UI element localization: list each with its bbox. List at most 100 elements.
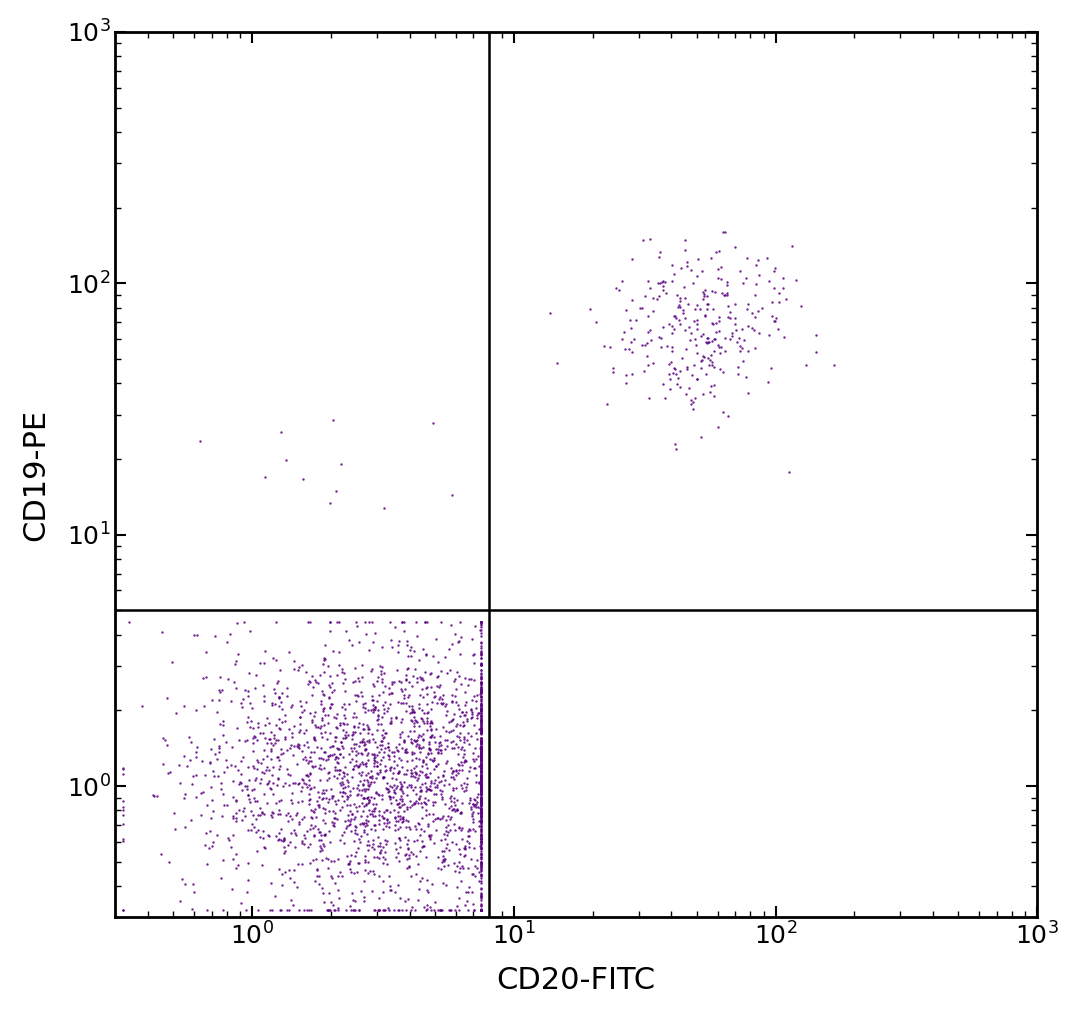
- Point: [696, 348, 713, 365]
- Point: [269, 771, 286, 787]
- Point: [377, 832, 394, 848]
- Point: [397, 741, 415, 757]
- Point: [204, 763, 221, 779]
- Point: [321, 724, 338, 741]
- Point: [260, 762, 278, 778]
- Point: [234, 803, 252, 819]
- Point: [473, 836, 490, 852]
- Point: [294, 771, 311, 787]
- Point: [114, 831, 132, 847]
- Point: [301, 855, 319, 872]
- Point: [365, 902, 382, 918]
- Point: [426, 786, 443, 803]
- Point: [418, 614, 435, 630]
- Point: [426, 902, 443, 918]
- Point: [323, 894, 340, 910]
- Point: [312, 757, 329, 773]
- Point: [387, 620, 404, 636]
- Point: [473, 831, 490, 847]
- Point: [399, 753, 416, 769]
- Point: [387, 813, 404, 829]
- Point: [363, 660, 380, 677]
- Point: [332, 832, 349, 848]
- Point: [248, 792, 266, 809]
- Point: [454, 718, 471, 735]
- Point: [307, 874, 324, 890]
- Point: [602, 339, 619, 356]
- Point: [414, 702, 431, 718]
- Point: [473, 854, 490, 871]
- Point: [346, 705, 363, 721]
- Point: [473, 708, 490, 724]
- Point: [313, 832, 330, 848]
- Point: [289, 737, 307, 753]
- Point: [473, 855, 490, 872]
- Point: [368, 849, 386, 866]
- Point: [295, 809, 312, 825]
- Point: [403, 868, 420, 884]
- Point: [381, 762, 399, 778]
- Point: [454, 704, 471, 720]
- Point: [271, 711, 288, 727]
- Point: [288, 756, 306, 772]
- Point: [473, 698, 490, 714]
- Point: [378, 762, 395, 778]
- Point: [393, 752, 410, 768]
- Point: [332, 864, 349, 880]
- Point: [256, 785, 273, 802]
- Point: [473, 735, 490, 751]
- Point: [347, 818, 364, 834]
- Point: [396, 828, 414, 844]
- Point: [370, 744, 388, 760]
- Point: [270, 760, 287, 776]
- Point: [301, 821, 319, 837]
- Point: [473, 746, 490, 762]
- Point: [299, 755, 316, 771]
- Point: [338, 772, 355, 788]
- Point: [308, 792, 325, 809]
- Point: [391, 832, 408, 848]
- Point: [401, 846, 418, 863]
- Point: [405, 833, 422, 849]
- Point: [473, 716, 490, 733]
- Point: [372, 737, 389, 753]
- Point: [613, 273, 631, 290]
- Point: [733, 321, 751, 337]
- Point: [410, 737, 428, 753]
- Point: [376, 844, 393, 861]
- Point: [338, 798, 355, 814]
- Point: [311, 868, 328, 884]
- Point: [473, 735, 490, 751]
- Point: [473, 739, 490, 755]
- Point: [326, 746, 343, 762]
- Point: [703, 378, 720, 394]
- Point: [114, 902, 132, 918]
- Point: [473, 740, 490, 756]
- Point: [390, 808, 407, 824]
- Point: [435, 850, 453, 867]
- Point: [428, 757, 445, 773]
- Point: [258, 759, 275, 775]
- Point: [662, 354, 679, 370]
- Point: [411, 744, 429, 760]
- Point: [473, 808, 490, 824]
- Point: [361, 735, 378, 751]
- Point: [341, 853, 359, 870]
- Point: [239, 884, 256, 900]
- Point: [377, 802, 394, 818]
- Point: [187, 767, 204, 783]
- Point: [175, 698, 192, 714]
- Point: [457, 704, 474, 720]
- Point: [471, 838, 488, 854]
- Point: [339, 808, 356, 824]
- Point: [167, 705, 185, 721]
- Point: [366, 699, 383, 715]
- Point: [411, 763, 429, 779]
- Point: [465, 839, 483, 855]
- Point: [335, 779, 352, 796]
- Point: [401, 687, 418, 703]
- Point: [461, 763, 478, 779]
- Point: [404, 797, 421, 813]
- Point: [269, 776, 286, 792]
- Point: [718, 274, 735, 291]
